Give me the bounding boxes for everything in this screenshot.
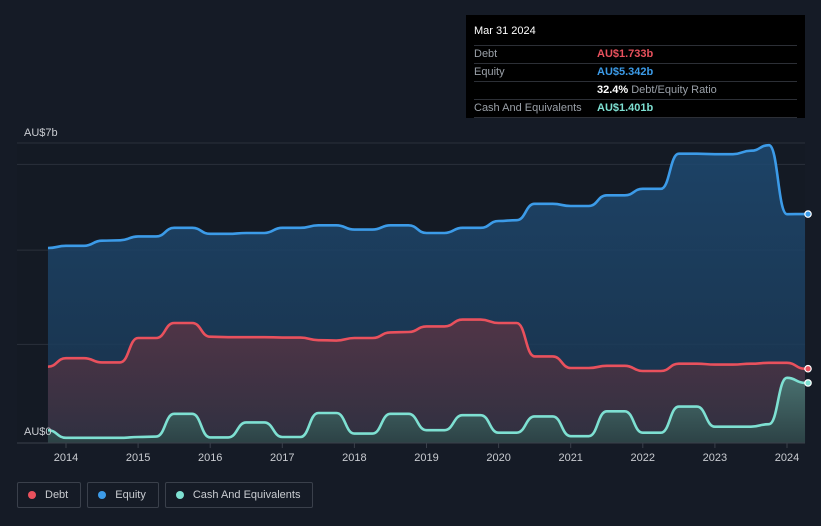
x-tick-label: 2014	[54, 452, 78, 464]
tooltip-value: AU$1.733b	[597, 48, 654, 60]
x-tick-label: 2018	[342, 452, 366, 464]
legend-dot-icon	[175, 491, 184, 499]
tooltip-date: Mar 31 2024	[474, 23, 797, 46]
debt-equity-chart: 2014 2015 2016 2017 2018 2019 2020 2021 2022 2023…	[17, 127, 812, 464]
tooltip-value: AU$1.401b	[597, 102, 654, 114]
debt-end-point[interactable]	[804, 364, 812, 373]
chart-legend: Debt Equity Cash And Equivalents	[17, 482, 314, 510]
tooltip-label	[474, 82, 597, 99]
tooltip-value: 32.4%	[597, 84, 629, 96]
x-tick-label: 2015	[126, 452, 150, 464]
y-axis-max-label: AU$7b	[24, 127, 58, 139]
x-tick-label: 2023	[703, 452, 727, 464]
x-tick-label: 2020	[486, 452, 510, 464]
legend-item-cash[interactable]: Cash And Equivalents	[164, 482, 314, 508]
tooltip-value: AU$5.342b	[597, 66, 654, 78]
axis-layer: 2014 2015 2016 2017 2018 2019 2020 2021 2022 2023…	[17, 127, 805, 464]
x-tick-label: 2024	[775, 452, 799, 464]
x-tick-label: 2016	[198, 452, 222, 464]
tooltip-label: Equity	[474, 66, 505, 78]
series-layer	[47, 143, 812, 443]
legend-dot-icon	[28, 491, 36, 499]
cash-area	[47, 377, 806, 443]
legend-item-equity[interactable]: Equity	[87, 482, 159, 508]
y-axis-min-label: AU$0	[24, 426, 52, 438]
legend-label: Cash And Equivalents	[192, 489, 301, 501]
legend-label: Debt	[45, 489, 69, 501]
legend-label: Equity	[115, 489, 146, 501]
tooltip-row-ratio: 32.4% Debt/Equity Ratio	[474, 82, 797, 100]
tooltip-row-equity: Equity AU$5.342b	[474, 64, 797, 82]
tooltip-row-debt: Debt AU$1.733b	[474, 46, 797, 64]
x-tick-label: 2019	[414, 452, 438, 464]
x-tick-label: 2017	[270, 452, 294, 464]
equity-end-point[interactable]	[804, 210, 812, 218]
tooltip-label: Debt	[474, 48, 498, 60]
x-tick-label: 2022	[631, 452, 655, 464]
equity-line	[47, 143, 806, 250]
cash-end-point[interactable]	[804, 379, 812, 387]
tooltip-label: Cash And Equivalents	[474, 102, 582, 114]
cash-line	[47, 376, 806, 440]
debt-line	[47, 318, 806, 373]
tooltip-ratio-label: Debt/Equity Ratio	[631, 84, 717, 96]
tooltip-panel: Mar 31 2024 Debt AU$1.733b Equity AU$5.3…	[466, 15, 805, 118]
tooltip-row-cash: Cash And Equivalents AU$1.401b	[474, 100, 797, 118]
legend-dot-icon	[98, 491, 107, 499]
legend-item-debt[interactable]: Debt	[17, 482, 82, 508]
x-tick-label: 2021	[558, 452, 582, 464]
